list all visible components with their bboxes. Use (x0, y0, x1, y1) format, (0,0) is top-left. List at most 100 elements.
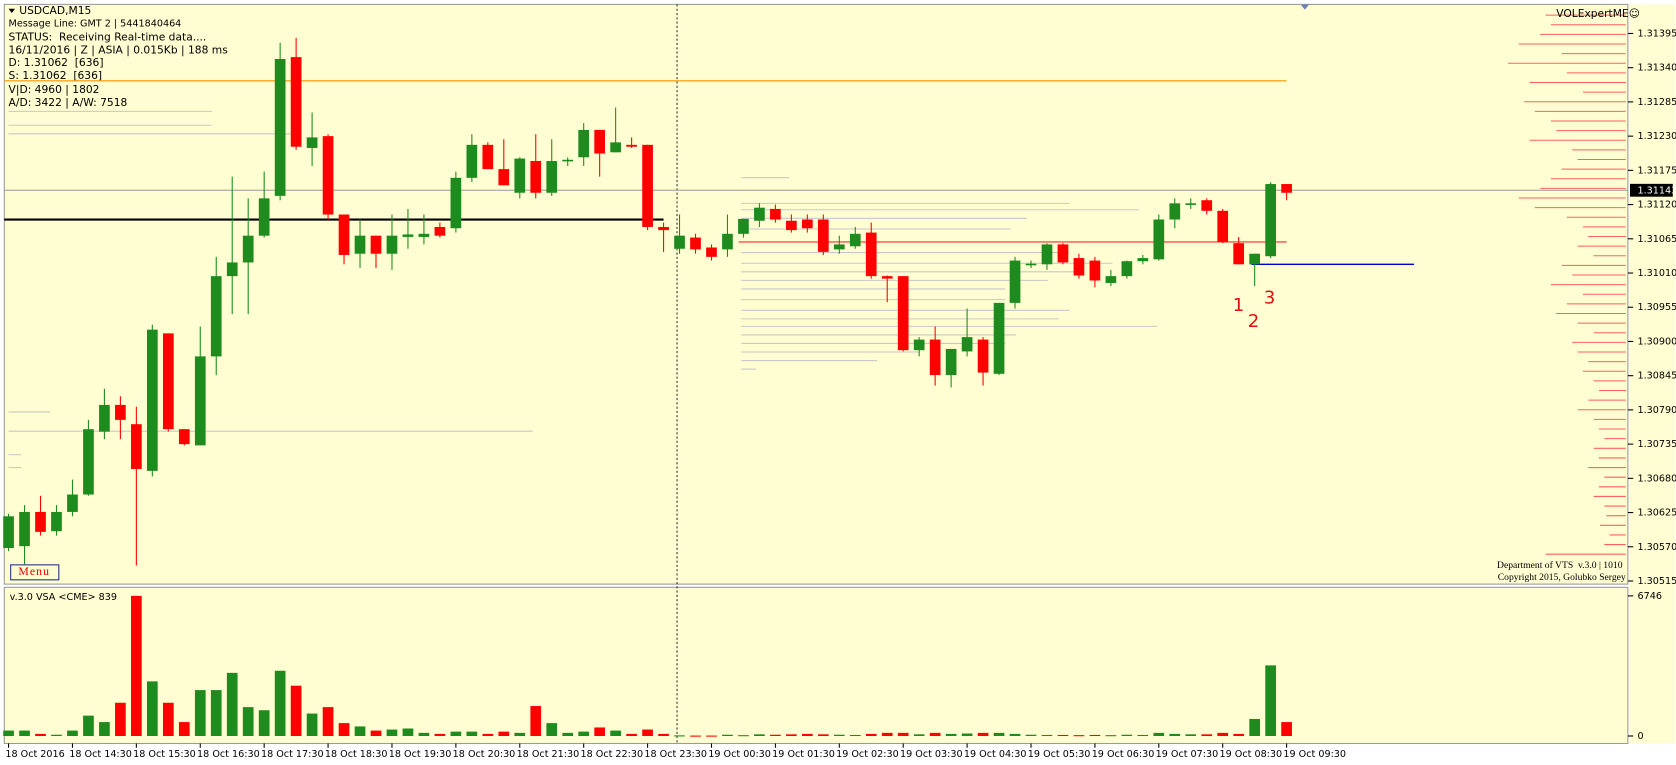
collapse-arrow (8, 8, 15, 13)
x-tick-label: 18 Oct 15:30 (133, 749, 196, 760)
volume-bar (290, 685, 302, 736)
candle-body (546, 161, 558, 193)
candle-body (210, 276, 222, 357)
volume-bar (131, 595, 142, 736)
x-tick-label: 19 Oct 01:30 (772, 749, 835, 760)
volume-bar (418, 732, 430, 736)
candle-body (849, 233, 861, 247)
candle-body (434, 226, 446, 236)
x-tick-label: 19 Oct 06:30 (1092, 749, 1155, 760)
volume-bar (1281, 722, 1292, 736)
volume-bar (514, 732, 526, 736)
candle-body (642, 144, 653, 227)
candle-body (1249, 253, 1261, 265)
candle-body (801, 219, 813, 229)
volume-bar (1121, 734, 1133, 736)
info-line: S: 1.31062 [636] (9, 69, 103, 82)
last-price-label: 1.31143 (1637, 185, 1676, 196)
volume-bar (115, 702, 126, 736)
candle-body (290, 57, 302, 147)
y-tick-label: 1.31230 (1637, 131, 1676, 142)
candle-body (865, 232, 877, 277)
candle-body (770, 208, 781, 220)
y-tick-label: 1.30900 (1637, 336, 1676, 347)
volume-bar (242, 707, 254, 736)
x-tick-label: 19 Oct 04:30 (964, 749, 1027, 760)
volume-profile (8, 14, 1626, 555)
candle-body (1281, 184, 1292, 193)
candle-body (1121, 261, 1133, 277)
candle-body (1185, 203, 1197, 205)
candle-body (961, 337, 973, 352)
volume-bar (993, 732, 1005, 736)
volume-bar (961, 733, 973, 736)
volume-bar (466, 731, 478, 736)
x-tick-label: 18 Oct 19:30 (389, 749, 452, 760)
info-line: V|D: 4960 | 1802 (9, 83, 100, 96)
y-tick-label: 1.31340 (1637, 63, 1676, 74)
menu-button[interactable] (10, 564, 60, 581)
x-tick-label: 18 Oct 21:30 (517, 749, 580, 760)
volume-bar (434, 733, 446, 736)
candle-body (881, 276, 893, 279)
volume-bar (929, 732, 941, 736)
candle-body (370, 235, 382, 254)
candle-body (162, 333, 174, 430)
volume-bar (1233, 733, 1245, 736)
candle-body (146, 329, 158, 471)
symbol: USDCAD,M15 (19, 4, 91, 17)
y-tick-label: 0 (1637, 731, 1643, 742)
candle-body (626, 144, 637, 147)
y-tick-label: 1.30955 (1637, 302, 1676, 313)
volume-bar (1025, 734, 1037, 736)
volume-bar (706, 735, 717, 737)
volume-bar (226, 672, 238, 736)
candle-body (913, 339, 925, 351)
x-tick-label: 18 Oct 20:30 (453, 749, 516, 760)
annotation: 1 (1233, 295, 1245, 316)
candle-body (1233, 243, 1245, 265)
candle-body (610, 142, 621, 153)
candle-body (1009, 260, 1021, 303)
x-tick-label: 19 Oct 02:30 (836, 749, 899, 760)
y-tick-label: 1.30515 (1637, 576, 1676, 587)
volume-bar (274, 670, 286, 736)
y-tick-label: 1.31175 (1637, 165, 1676, 176)
volume-bar (1057, 734, 1069, 737)
candle-body (178, 429, 190, 445)
candle-body (674, 235, 685, 249)
candle-body (194, 356, 206, 446)
volume-bar (1265, 665, 1276, 736)
candle-body (929, 339, 941, 376)
volume-bar (306, 713, 318, 736)
annotation: 3 (1264, 288, 1276, 309)
info-line: Message Line: GMT 2 | 5441840464 (9, 19, 182, 30)
candle-body (817, 219, 829, 252)
candle-body (754, 207, 765, 221)
volume-bar (1009, 733, 1021, 736)
volume-bar (498, 731, 510, 736)
menu-label[interactable]: Menu (18, 565, 50, 578)
candle-body (977, 339, 989, 373)
candle-body (993, 302, 1005, 374)
candle-body (706, 247, 717, 257)
x-tick-label: 19 Oct 05:30 (1028, 749, 1091, 760)
volume-bar (817, 734, 829, 736)
candle-body (897, 276, 909, 351)
volume-bar (210, 690, 222, 736)
volume-bar (354, 726, 366, 736)
candle-body (3, 516, 14, 549)
candle-body (1217, 210, 1229, 242)
axis-area (1628, 4, 1675, 744)
x-tick-label: 19 Oct 00:30 (708, 749, 771, 760)
candle-body (594, 129, 606, 154)
volume-bar (19, 730, 30, 736)
candle-body (115, 404, 126, 420)
candle-body (498, 169, 510, 186)
volume-bar (642, 729, 653, 736)
volume-bar (194, 690, 206, 736)
candle-body (1169, 203, 1181, 220)
x-tick-label: 18 Oct 18:30 (325, 749, 388, 760)
candle-body (530, 161, 542, 193)
